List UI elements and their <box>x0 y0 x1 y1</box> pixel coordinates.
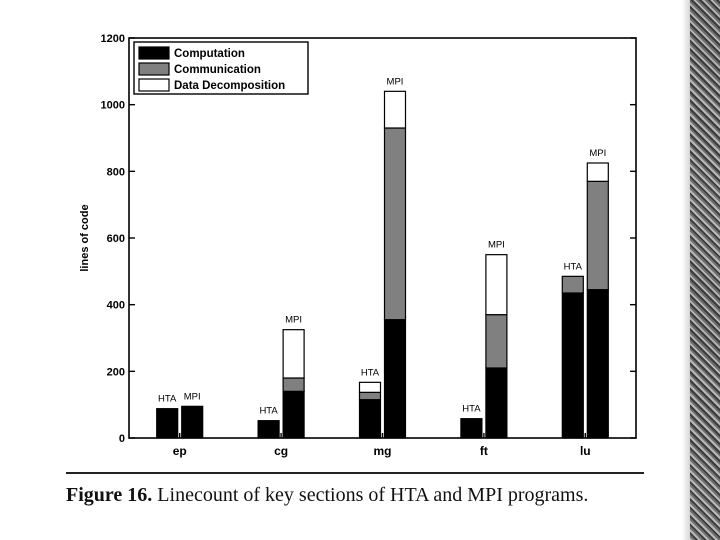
caption-text: Linecount of key sections of HTA and MPI… <box>157 484 589 506</box>
y-axis-label: lines of code <box>79 204 91 271</box>
bar-segment-computation <box>358 399 382 439</box>
bar-segment-computation <box>257 420 280 439</box>
legend-label: Communication <box>174 64 261 76</box>
bar-segment-computation <box>586 289 609 439</box>
bar-label: MPI <box>589 148 606 159</box>
y-tick-label: 200 <box>107 366 125 378</box>
bar-label: MPI <box>285 315 302 326</box>
legend-swatch <box>138 62 170 76</box>
bar-label: MPI <box>387 76 404 87</box>
y-tick-label: 1000 <box>101 100 125 112</box>
plot-frame <box>128 37 637 439</box>
legend: Computation Communication Data Decompositi… <box>133 41 309 95</box>
bar-label: HTA <box>158 394 177 405</box>
bar-segment-computation <box>561 292 584 439</box>
bar-label: MPI <box>488 240 505 251</box>
bar-segment-communication <box>485 314 508 369</box>
bar-segment-computation <box>383 319 407 439</box>
bar-segment-computation <box>485 367 508 439</box>
bar-label: MPI <box>184 391 201 402</box>
bar-segment-communication <box>383 127 407 321</box>
caption-label: Figure 16. <box>66 484 153 506</box>
bar-segment-data-decomposition <box>358 381 382 393</box>
x-tick-label: lu <box>580 444 591 458</box>
bar-segment-computation <box>460 418 483 439</box>
bar-label: HTA <box>462 404 481 415</box>
bar-segment-communication <box>586 180 609 291</box>
y-tick-label: 800 <box>107 166 125 178</box>
bar-segment-computation <box>181 405 204 439</box>
y-tick-label: 1200 <box>101 33 125 45</box>
legend-label: Data Decomposition <box>174 80 285 92</box>
bar-chart: 0 200 400 600 800 1000 1200 lines of code ep HTA M… <box>79 33 637 458</box>
bar-label: HTA <box>259 406 278 417</box>
slide-edge-pattern <box>690 0 720 540</box>
legend-swatch <box>138 78 170 92</box>
bar-segment-data-decomposition <box>586 162 609 182</box>
bar-segment-communication <box>358 391 382 401</box>
figure-caption: Figure 16. Linecount of key sections of … <box>66 484 686 507</box>
caption-rule <box>66 472 644 474</box>
x-tick-label: ep <box>173 444 187 458</box>
bar-segment-data-decomposition <box>383 90 407 129</box>
bar-segment-computation <box>282 390 305 439</box>
y-tick-label: 400 <box>107 300 125 312</box>
y-tick-label: 0 <box>119 433 125 445</box>
legend-swatch <box>138 46 170 60</box>
bar-segment-data-decomposition <box>282 329 305 379</box>
y-tick-label: 600 <box>107 233 125 245</box>
bar-segment-data-decomposition <box>485 254 508 316</box>
x-tick-label: mg <box>374 444 392 458</box>
legend-label: Computation <box>174 48 245 60</box>
x-tick-label: cg <box>274 444 288 458</box>
slide-edge-gradient <box>682 0 690 540</box>
bar-label: HTA <box>361 367 380 378</box>
bar-label: HTA <box>564 261 583 272</box>
x-tick-label: ft <box>480 444 488 458</box>
bar-segment-communication <box>282 377 305 392</box>
bar-segment-communication <box>561 275 584 294</box>
bar-segment-computation <box>156 408 179 439</box>
